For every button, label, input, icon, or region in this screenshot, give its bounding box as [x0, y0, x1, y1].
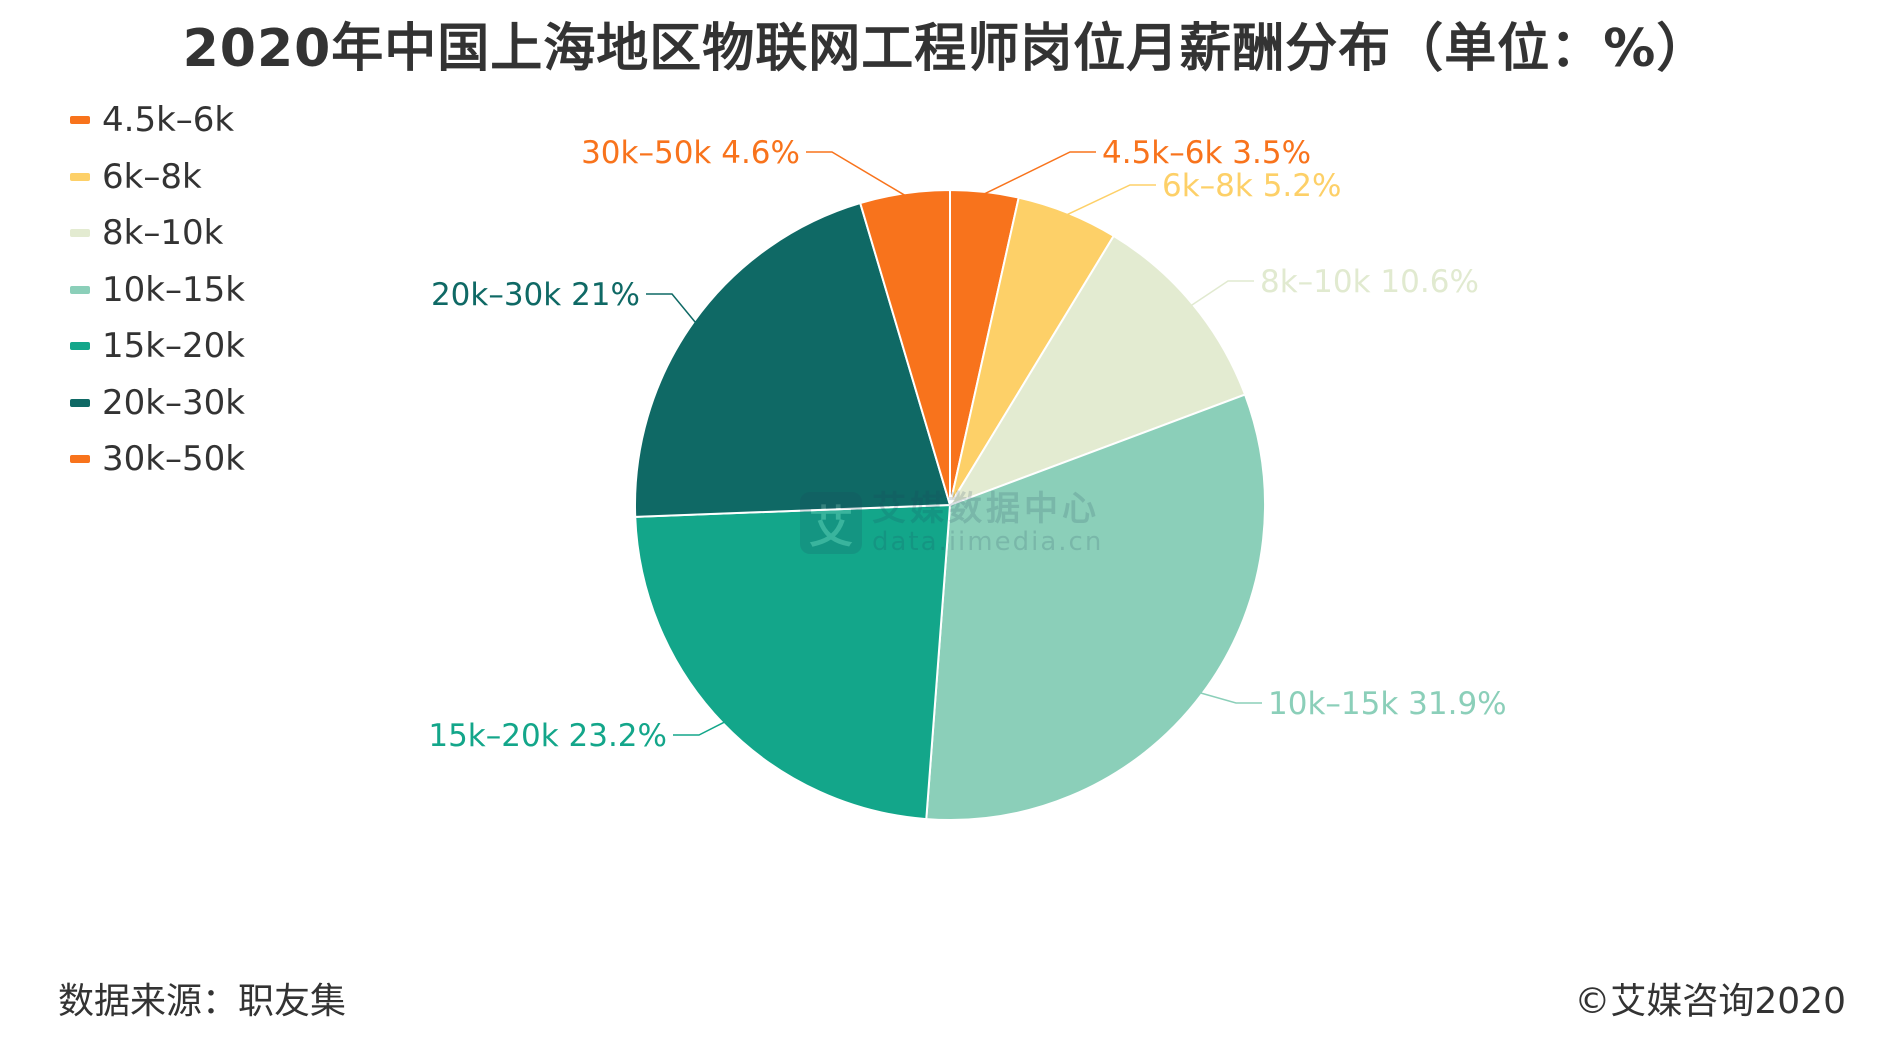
leader-line [1066, 184, 1156, 216]
legend-item: 8k–10k [70, 205, 245, 262]
watermark-en: data.iimedia.cn [872, 527, 1104, 557]
legend-item: 15k–20k [70, 318, 245, 375]
data-label: 20k–30k 21% [431, 277, 640, 313]
legend-swatch [70, 455, 90, 464]
data-label: 15k–20k 23.2% [428, 718, 667, 754]
legend-item: 6k–8k [70, 149, 245, 206]
legend-swatch [70, 229, 90, 238]
legend-item: 30k–50k [70, 431, 245, 488]
data-label: 10k–15k 31.9% [1268, 686, 1507, 722]
legend-swatch [70, 342, 90, 351]
leader-line [673, 721, 725, 736]
legend-swatch [70, 116, 90, 125]
legend-item: 20k–30k [70, 375, 245, 432]
legend-swatch [70, 398, 90, 407]
leader-line [1190, 280, 1254, 307]
legend-label: 4.5k–6k [102, 100, 235, 141]
data-label: 30k–50k 4.6% [581, 135, 800, 171]
data-label: 8k–10k 10.6% [1260, 264, 1479, 300]
watermark: 艾 艾媒数据中心 data.iimedia.cn [800, 490, 1103, 556]
leader-line [806, 151, 906, 196]
legend-label: 20k–30k [102, 382, 245, 423]
chart-legend: 4.5k–6k 6k–8k 8k–10k 10k–15k 15k–20k 20k–30k 3… [70, 92, 245, 488]
leader-line [1200, 692, 1262, 704]
legend-swatch [70, 285, 90, 294]
data-label: 6k–8k 5.2% [1162, 168, 1341, 204]
copyright: ©艾媒咨询2020 [1574, 981, 1846, 1022]
data-label: 4.5k–6k 3.5% [1102, 135, 1311, 171]
legend-label: 10k–15k [102, 269, 245, 310]
legend-label: 6k–8k [102, 156, 202, 197]
legend-swatch [70, 172, 90, 181]
leader-line [983, 151, 1096, 195]
legend-label: 15k–20k [102, 326, 245, 367]
legend-label: 8k–10k [102, 213, 224, 254]
legend-item: 10k–15k [70, 262, 245, 319]
pie-slice [858, 188, 951, 506]
watermark-logo-icon: 艾 [800, 492, 862, 554]
data-source: 数据来源：职友集 [58, 981, 347, 1022]
legend-item: 4.5k–6k [70, 92, 245, 149]
leader-line [646, 293, 697, 324]
chart-title: 2020年中国上海地区物联网工程师岗位月薪酬分布（单位：%） [182, 19, 1710, 79]
legend-label: 30k–50k [102, 439, 245, 480]
watermark-cn: 艾媒数据中心 [872, 489, 1100, 529]
